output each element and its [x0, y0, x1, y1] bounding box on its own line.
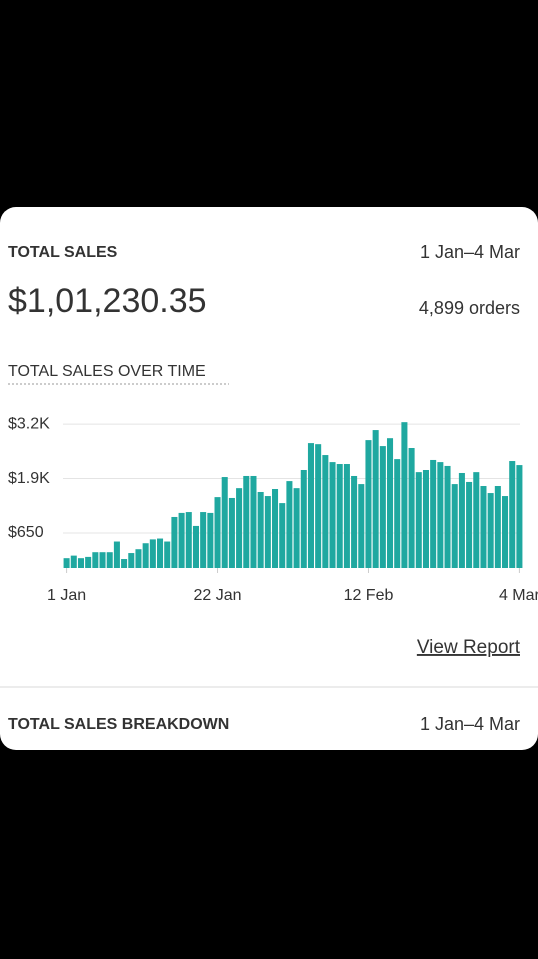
x-tick-label: 4 Mar: [499, 587, 538, 604]
bar: [135, 549, 142, 568]
y-tick-label: $650: [8, 524, 44, 541]
bar: [315, 444, 322, 568]
bar: [142, 543, 149, 568]
x-tick-label: 12 Feb: [344, 587, 394, 604]
bar: [365, 440, 372, 568]
bar: [430, 459, 437, 568]
bar: [473, 472, 480, 568]
date-range: 1 Jan–4 Mar: [420, 242, 520, 262]
bar: [444, 465, 451, 568]
bar: [228, 497, 235, 568]
bar: [458, 472, 465, 568]
bar: [343, 464, 350, 568]
bar: [415, 472, 422, 568]
bar: [300, 469, 307, 568]
breakdown-date-range: 1 Jan–4 Mar: [420, 714, 520, 734]
bar: [394, 459, 401, 568]
orders-count: 4,899 orders: [419, 298, 520, 318]
y-tick-label: $1.9K: [8, 470, 50, 487]
bar: [113, 541, 120, 568]
bar: [336, 464, 343, 568]
bar: [293, 488, 300, 568]
bar: [63, 558, 70, 568]
bar: [214, 497, 221, 568]
bar: [200, 512, 207, 568]
bar: [157, 538, 164, 568]
bar: [502, 496, 509, 568]
bar: [149, 539, 156, 568]
x-tick-label: 22 Jan: [194, 587, 242, 604]
bar: [192, 525, 199, 568]
bar: [279, 503, 286, 568]
bar: [106, 552, 113, 568]
bar: [264, 496, 271, 568]
bar: [221, 477, 228, 568]
bar: [516, 465, 523, 568]
bar: [480, 486, 487, 568]
y-tick-label: $3.2K: [8, 415, 50, 432]
bar: [77, 558, 84, 568]
bar: [437, 462, 444, 568]
bar: [70, 555, 77, 568]
bar: [329, 462, 336, 568]
bar: [372, 430, 379, 568]
bar: [164, 541, 171, 568]
section-title: TOTAL SALES: [8, 244, 118, 261]
bar: [99, 552, 106, 568]
bar: [487, 493, 494, 568]
total-amount: $1,01,230.35: [8, 282, 207, 320]
bar: [494, 486, 501, 568]
bar: [401, 422, 408, 568]
bar: [272, 489, 279, 568]
bar: [408, 448, 415, 568]
view-report-link[interactable]: View Report: [417, 637, 521, 658]
bar: [387, 438, 394, 568]
bar: [250, 475, 257, 568]
bar: [422, 469, 429, 568]
bar: [509, 461, 516, 568]
bar: [185, 512, 192, 568]
bar: [85, 556, 92, 568]
bar: [178, 512, 185, 568]
bar: [358, 484, 365, 568]
chart-title: TOTAL SALES OVER TIME: [8, 363, 206, 380]
bar: [243, 475, 250, 568]
bar: [322, 455, 329, 568]
bar: [286, 481, 293, 568]
bar: [257, 491, 264, 568]
bar: [128, 553, 135, 568]
bar: [92, 552, 99, 568]
x-tick-label: 1 Jan: [47, 587, 86, 604]
bar: [207, 512, 214, 568]
bar: [451, 484, 458, 568]
bar: [307, 443, 314, 568]
bar: [171, 516, 178, 568]
bar: [236, 488, 243, 568]
bar: [379, 446, 386, 568]
bar: [351, 475, 358, 568]
bar: [466, 481, 473, 568]
breakdown-title: TOTAL SALES BREAKDOWN: [8, 716, 229, 733]
bar: [121, 559, 128, 568]
